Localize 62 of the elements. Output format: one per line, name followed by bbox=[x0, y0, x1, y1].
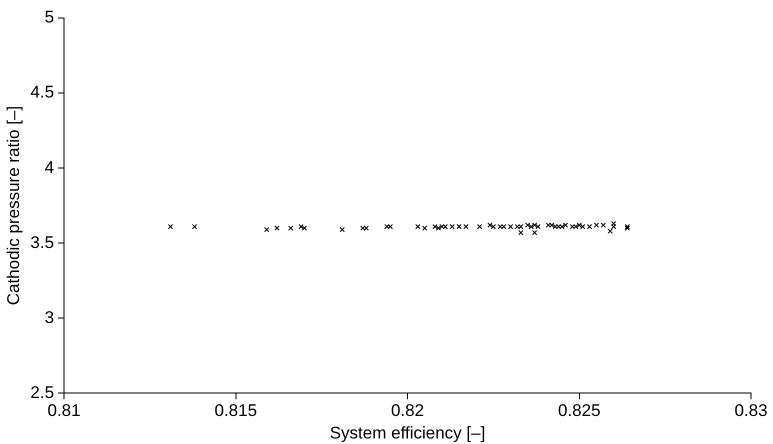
x-tick-label: 0.81 bbox=[47, 401, 81, 420]
y-tick-label: 2.5 bbox=[30, 382, 54, 402]
x-tick-label: 0.815 bbox=[214, 401, 258, 420]
point bbox=[340, 226, 345, 232]
point bbox=[610, 224, 616, 230]
point bbox=[532, 230, 538, 236]
point bbox=[450, 224, 455, 230]
point bbox=[298, 224, 304, 230]
point bbox=[535, 224, 541, 230]
point bbox=[274, 225, 280, 231]
point bbox=[442, 224, 448, 230]
y-tick-label: 3 bbox=[44, 308, 54, 327]
point bbox=[576, 222, 582, 228]
point bbox=[552, 224, 558, 230]
point bbox=[487, 222, 493, 228]
point bbox=[549, 222, 554, 228]
x-tick-label: 0.825 bbox=[558, 401, 601, 420]
point bbox=[302, 225, 308, 231]
point bbox=[192, 224, 198, 230]
point bbox=[477, 224, 482, 230]
point bbox=[501, 224, 506, 230]
point bbox=[168, 224, 174, 230]
point bbox=[556, 224, 562, 230]
point bbox=[415, 224, 420, 230]
point bbox=[463, 224, 469, 230]
point bbox=[360, 225, 366, 231]
point bbox=[490, 224, 496, 230]
point bbox=[436, 225, 442, 231]
x-tick-label: 0.82 bbox=[390, 401, 424, 420]
point bbox=[608, 228, 613, 234]
x-axis-title: System efficiency [–] bbox=[330, 423, 486, 442]
point bbox=[364, 225, 369, 231]
point bbox=[264, 226, 270, 232]
point bbox=[422, 225, 428, 231]
point bbox=[586, 224, 592, 230]
point bbox=[559, 224, 565, 230]
y-tick-label: 5 bbox=[44, 8, 54, 27]
point bbox=[388, 224, 393, 230]
y-tick-label: 4 bbox=[44, 158, 54, 177]
point bbox=[610, 220, 616, 226]
point bbox=[546, 222, 551, 228]
point bbox=[594, 222, 600, 228]
point bbox=[439, 224, 444, 230]
point bbox=[580, 224, 586, 230]
point bbox=[573, 224, 578, 230]
y-axis-title: Cathodic pressure ratio [–] bbox=[4, 106, 23, 306]
point bbox=[570, 224, 576, 230]
point bbox=[600, 222, 606, 228]
point bbox=[528, 224, 534, 230]
x-tick-label: 0.83 bbox=[734, 401, 768, 420]
point bbox=[525, 222, 530, 228]
point bbox=[532, 222, 538, 228]
point bbox=[562, 222, 568, 228]
point bbox=[432, 224, 438, 230]
y-tick-label: 3.5 bbox=[30, 232, 54, 252]
y-tick-label: 4.5 bbox=[30, 82, 54, 102]
point bbox=[514, 224, 520, 230]
point bbox=[384, 224, 390, 230]
point bbox=[508, 224, 514, 230]
point bbox=[456, 224, 462, 230]
point bbox=[288, 225, 294, 231]
point bbox=[498, 224, 503, 230]
